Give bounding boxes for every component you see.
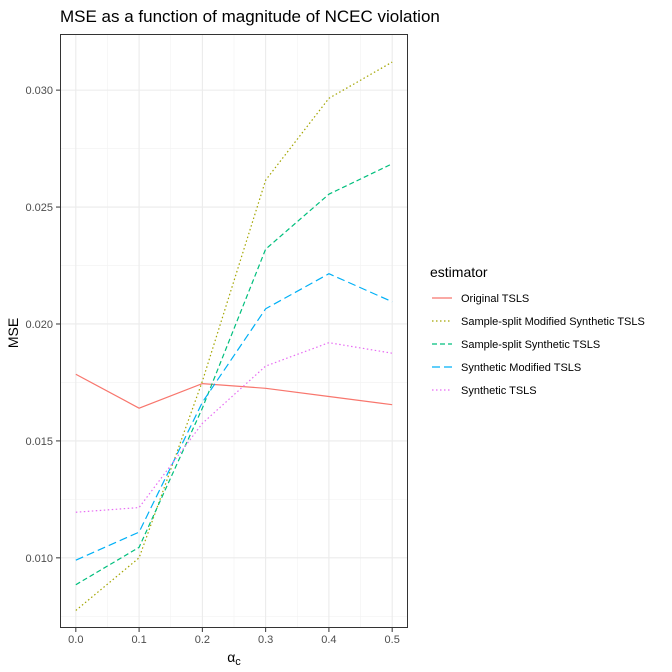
legend-label-3: Sample-split Synthetic TSLS — [461, 339, 600, 351]
series-line-4 — [75, 273, 393, 561]
legend-label-2: Sample-split Modified Synthetic TSLS — [461, 316, 645, 328]
x-tick-label: 0.1 — [131, 634, 146, 646]
y-tick-label: 0.030 — [25, 85, 53, 97]
grid-major — [60, 34, 408, 628]
x-axis-title-sub: c — [235, 656, 241, 668]
y-tick-label: 0.025 — [25, 202, 53, 214]
series-lines — [75, 61, 393, 611]
x-tick-label: 0.3 — [258, 634, 273, 646]
y-tick-label: 0.015 — [25, 436, 53, 448]
x-tick-label: 0.2 — [195, 634, 210, 646]
legend-title: estimator — [430, 264, 488, 280]
y-axis: 0.010 0.015 0.020 0.025 0.030 — [25, 85, 60, 565]
x-axis: 0.0 0.1 0.2 0.3 0.4 0.5 — [68, 628, 400, 646]
legend-label-1: Original TSLS — [461, 293, 529, 305]
x-tick-label: 0.0 — [68, 634, 83, 646]
series-line-5 — [75, 342, 393, 513]
x-tick-label: 0.4 — [321, 634, 336, 646]
x-axis-title: αc — [227, 649, 241, 668]
x-tick-label: 0.5 — [385, 634, 400, 646]
legend-label-4: Synthetic Modified TSLS — [461, 362, 581, 374]
chart-title: MSE as a function of magnitude of NCEC v… — [60, 7, 440, 26]
y-tick-label: 0.020 — [25, 319, 53, 331]
series-line-1 — [75, 373, 393, 409]
legend-label-5: Synthetic TSLS — [461, 385, 537, 397]
plot-border — [60, 34, 408, 628]
series-line-2 — [75, 61, 393, 611]
grid-minor — [60, 34, 408, 628]
y-axis-title: MSE — [5, 318, 21, 348]
x-axis-title-main: α — [227, 649, 235, 665]
y-tick-label: 0.010 — [25, 553, 53, 565]
legend: estimator Original TSLS Sample-split Modi… — [430, 264, 645, 397]
